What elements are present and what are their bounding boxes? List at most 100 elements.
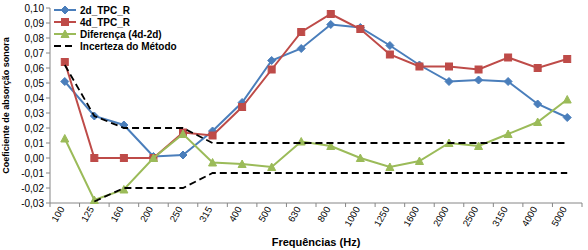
x-tick-label: 160: [108, 205, 125, 224]
marker: [534, 65, 541, 72]
x-tick-label: 200: [138, 205, 155, 224]
series-line: [65, 65, 567, 143]
marker: [298, 29, 305, 36]
x-tick-label: 2000: [431, 205, 451, 229]
x-tick-label: 1600: [401, 205, 421, 229]
marker: [268, 163, 276, 171]
x-tick: [227, 203, 228, 207]
y-tick-label: 0,03: [25, 108, 45, 119]
x-tick: [197, 203, 198, 207]
marker: [238, 160, 246, 168]
marker: [91, 155, 98, 162]
legend-label: Diferença (4d-2d): [80, 29, 162, 40]
series-line: [65, 100, 567, 201]
marker: [415, 157, 423, 165]
y-tick-label: -0,01: [21, 168, 44, 179]
y-tick: [46, 173, 50, 174]
marker: [563, 114, 571, 122]
marker: [504, 78, 512, 86]
series-line: [65, 14, 567, 158]
y-tick-label: 0,05: [25, 78, 45, 89]
x-tick: [316, 203, 317, 207]
marker: [475, 66, 482, 73]
y-tick-label: 0,06: [25, 63, 45, 74]
y-tick: [46, 68, 50, 69]
legend-label: 4d_TPC_R: [80, 17, 131, 28]
marker: [564, 56, 571, 63]
y-tick-label: -0,02: [21, 183, 44, 194]
marker: [475, 76, 483, 84]
x-tick: [286, 203, 287, 207]
x-tick-label: 100: [49, 205, 66, 224]
y-tick: [46, 158, 50, 159]
y-tick-label: 0,02: [25, 123, 45, 134]
x-tick: [256, 203, 257, 207]
x-tick-label: 800: [315, 205, 332, 224]
x-tick: [345, 203, 346, 207]
x-tick: [434, 203, 435, 207]
x-tick-label: 1000: [342, 205, 362, 229]
x-tick-label: 3150: [490, 204, 510, 228]
legend-marker: [62, 19, 69, 26]
y-tick: [46, 23, 50, 24]
y-tick-label: 0,04: [25, 93, 45, 104]
marker: [239, 104, 246, 111]
y-tick-label: 0,07: [25, 48, 45, 59]
marker: [356, 154, 364, 162]
y-tick-label: -0,03: [21, 198, 44, 209]
marker: [327, 11, 334, 18]
marker: [386, 42, 394, 50]
marker: [149, 154, 157, 162]
marker: [61, 78, 69, 86]
x-tick: [138, 203, 139, 207]
x-tick-label: 125: [79, 205, 96, 224]
x-tick: [79, 203, 80, 207]
marker: [209, 159, 217, 167]
y-tick-label: 0,01: [25, 138, 45, 149]
marker: [327, 21, 335, 29]
marker: [505, 54, 512, 61]
x-tick-label: 500: [256, 205, 273, 224]
marker: [179, 151, 187, 159]
legend-marker: [61, 30, 69, 38]
marker: [268, 66, 275, 73]
x-tick: [522, 203, 523, 207]
x-tick-label: 250: [167, 205, 184, 224]
marker: [356, 24, 364, 32]
y-tick-label: 0,10: [25, 3, 45, 14]
marker: [415, 61, 423, 69]
y-tick: [46, 203, 50, 204]
x-tick: [109, 203, 110, 207]
legend-marker: [61, 6, 69, 14]
y-tick-label: 0,00: [25, 153, 45, 164]
x-tick: [375, 203, 376, 207]
y-axis-title: Coeficiente de absorção sonora: [1, 36, 11, 174]
marker: [179, 130, 187, 138]
y-tick: [46, 98, 50, 99]
marker: [534, 118, 542, 126]
legend-swatch: [54, 45, 76, 47]
marker: [446, 63, 453, 70]
x-tick-label: 315: [197, 205, 214, 224]
marker: [297, 45, 305, 53]
y-tick: [46, 83, 50, 84]
y-tick: [46, 8, 50, 9]
legend: 2d_TPC_R4d_TPC_RDiferença (4d-2d)Incerte…: [54, 5, 177, 52]
plot-area: [61, 11, 571, 204]
marker: [445, 78, 453, 86]
x-tick-label: 630: [285, 205, 302, 224]
y-tick: [46, 143, 50, 144]
marker: [357, 26, 364, 33]
marker: [61, 135, 69, 143]
x-tick: [168, 203, 169, 207]
y-tick: [46, 188, 50, 189]
marker: [563, 96, 571, 104]
x-tick-label: 1250: [372, 205, 392, 229]
y-tick-label: 0,09: [25, 18, 45, 29]
x-tick: [50, 203, 51, 207]
y-tick: [46, 38, 50, 39]
y-tick: [46, 128, 50, 129]
series-line: [65, 25, 567, 157]
series-line: [94, 173, 567, 202]
legend-label: Incerteza do Método: [80, 41, 177, 52]
